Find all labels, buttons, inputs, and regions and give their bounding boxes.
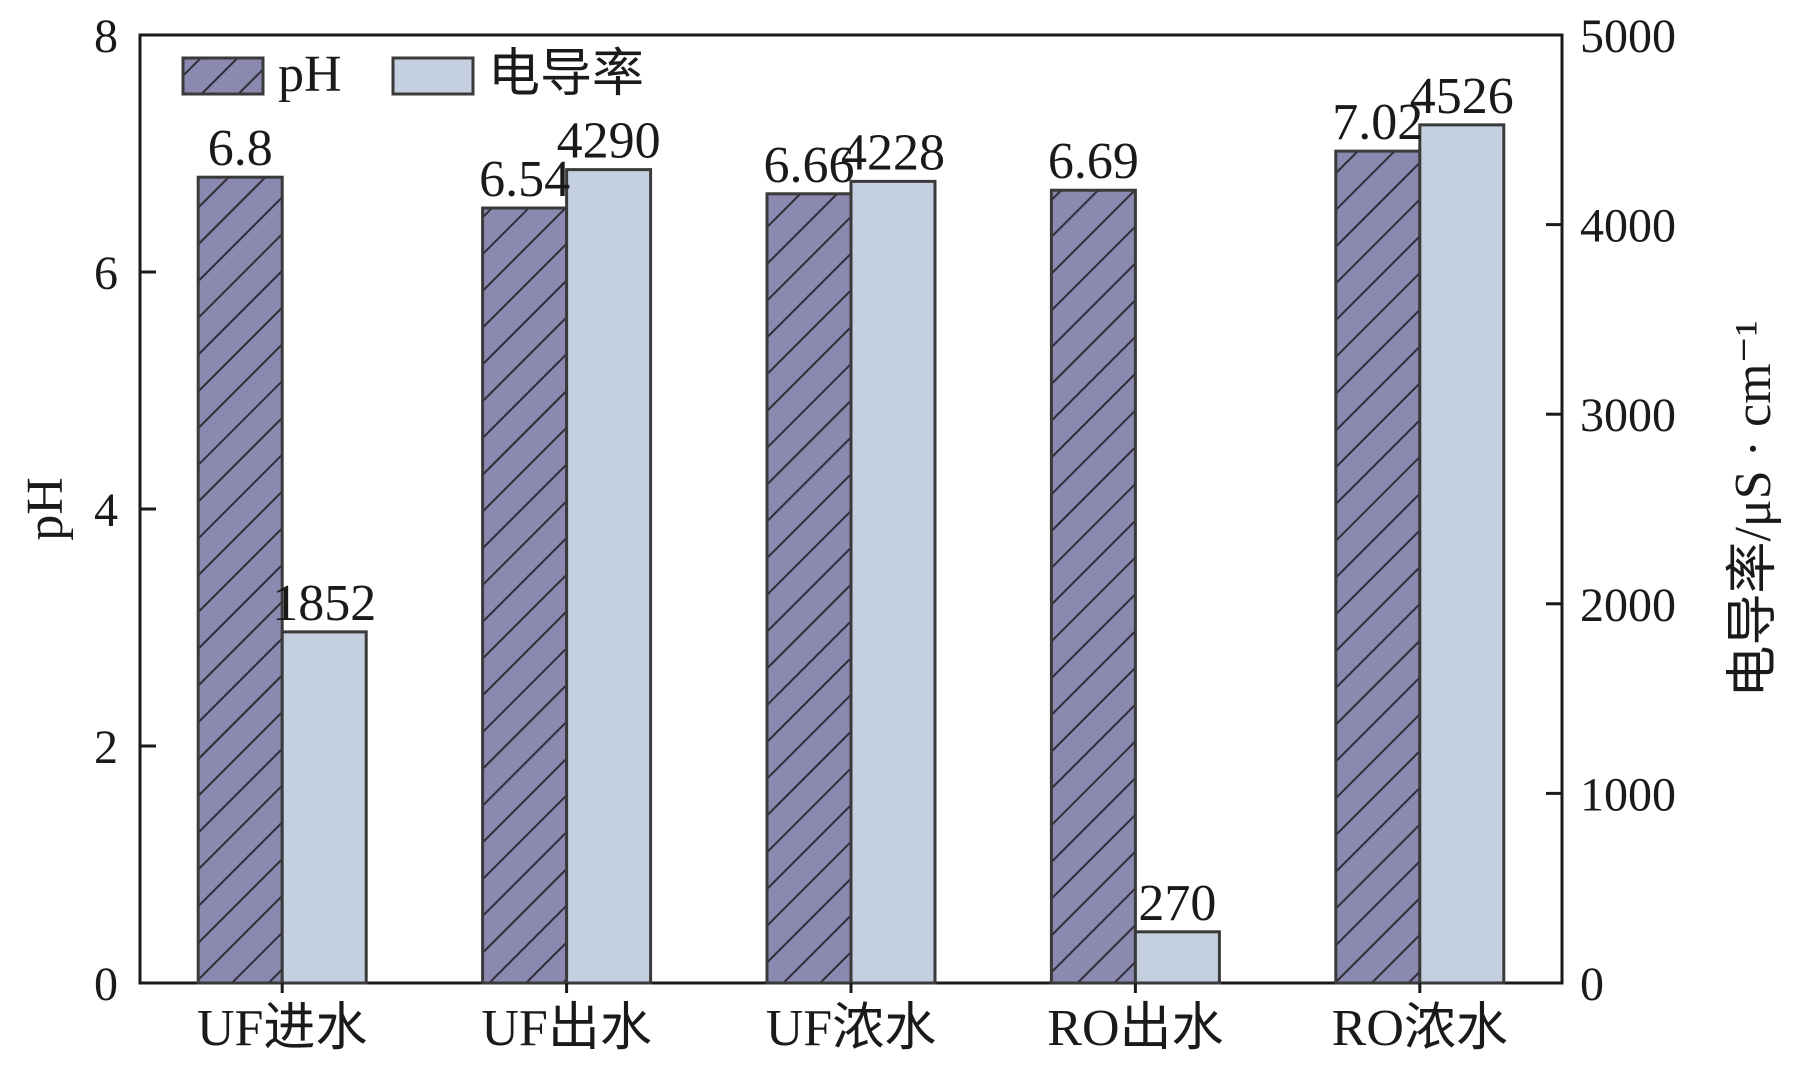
y-axis-title-left: pH [17,477,74,541]
y-tick-label-right: 3000 [1580,389,1676,442]
y-tick-label-left: 6 [94,247,118,300]
data-label-conductivity: 4228 [841,124,945,181]
bar-conductivity [1418,123,1506,985]
legend: pH 电导率 [181,46,644,103]
bar-ph [765,192,853,985]
bar-conductivity [849,179,937,985]
y-tick-label-right: 0 [1580,958,1604,1011]
bars [196,123,1506,985]
data-label-ph: 7.02 [1332,94,1423,151]
y-tick-label-right: 5000 [1580,10,1676,63]
bar-ph [1049,188,1137,985]
legend-swatch-ph [181,56,265,96]
y-tick-label-left: 0 [94,958,118,1011]
legend-label-conductivity: 电导率 [488,46,644,103]
bar-conductivity [1133,930,1221,985]
data-label-conductivity: 4526 [1410,68,1514,125]
y-tick-label-left: 8 [94,10,118,63]
data-label-conductivity: 4290 [557,113,661,170]
bar-conductivity [565,168,653,985]
y-tick-label-right: 1000 [1580,768,1676,821]
bar-ph [1334,149,1422,985]
axes: UF进水 UF出水 UF浓水 RO出水 RO浓水 0 2 4 6 8 0 1000 2000 3000 40… [17,10,1782,1057]
x-tick-label: UF浓水 [766,1000,936,1057]
y-axis-title-right: 电导率/μS · cm⁻¹ [1725,320,1782,697]
x-tick-label: RO浓水 [1332,1000,1508,1057]
legend-swatch-conductivity [391,56,475,96]
y-tick-label-left: 2 [94,721,118,774]
y-tick-label-right: 2000 [1580,579,1676,632]
x-tick-label: UF出水 [481,1000,651,1057]
bar-ph [481,206,569,985]
y-tick-label-left: 4 [94,484,118,537]
data-label-conductivity: 1852 [272,575,376,632]
x-tick-label: UF进水 [197,1000,367,1057]
x-tick-label: RO出水 [1047,1000,1223,1057]
bar-ph [196,175,284,985]
bar-conductivity [280,630,368,985]
data-label-ph: 6.69 [1048,133,1139,190]
data-label-conductivity: 270 [1138,875,1216,932]
legend-label-ph: pH [278,46,342,103]
data-label-ph: 6.66 [764,137,855,194]
data-label-ph: 6.8 [208,120,273,177]
data-label-ph: 6.54 [479,151,570,208]
y-tick-label-right: 4000 [1580,200,1676,253]
